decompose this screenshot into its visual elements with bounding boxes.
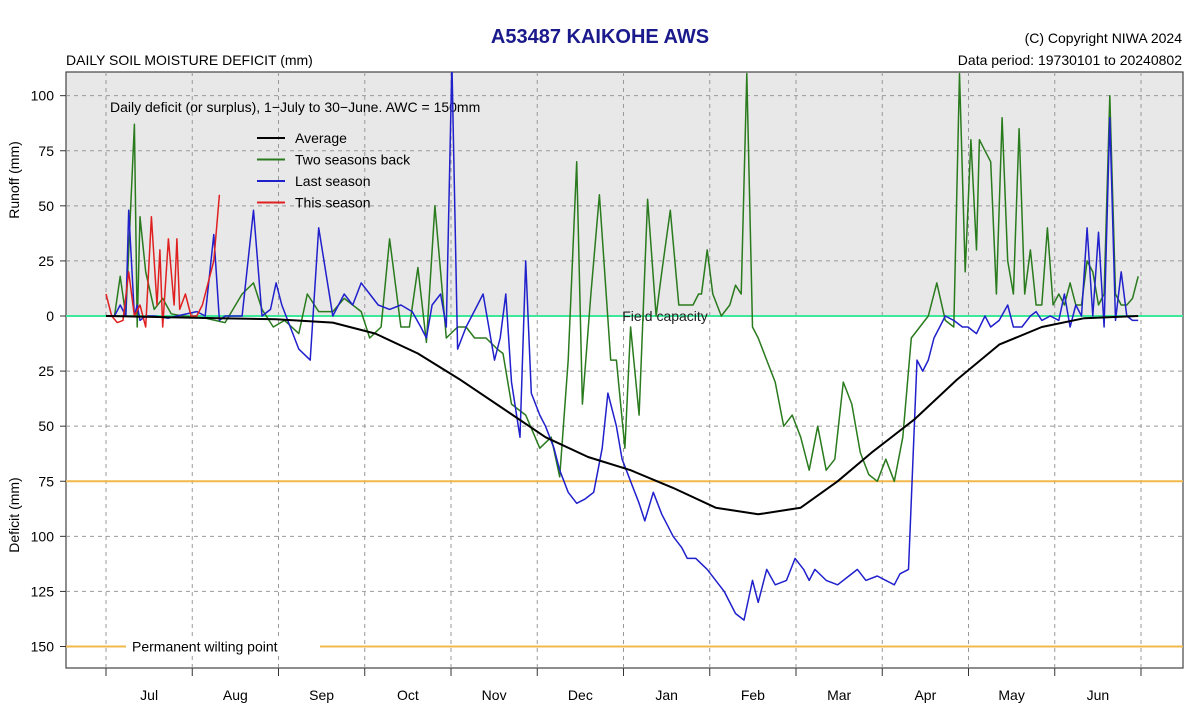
x-tick-label: Jun	[1087, 687, 1110, 703]
legend-label: Last season	[295, 173, 371, 189]
legend-label: Average	[295, 130, 347, 146]
y-tick-label: 100	[31, 88, 55, 104]
x-tick-label: Jul	[140, 687, 158, 703]
plot-frame	[65, 71, 1184, 669]
x-tick-label: Apr	[914, 687, 936, 703]
y-tick-label: 75	[38, 473, 54, 489]
x-tick-label: Dec	[568, 687, 593, 703]
y-axis-label: Deficit (mm)	[6, 477, 22, 552]
x-tick-label: Aug	[223, 687, 248, 703]
series-line-last-season	[106, 72, 1139, 621]
y-tick-label: 50	[38, 418, 54, 434]
copyright-note: (C) Copyright NIWA 2024	[1024, 30, 1182, 46]
y-tick-label: 75	[38, 143, 54, 159]
reference-label-bg	[126, 637, 320, 656]
reference-label: Field capacity	[622, 308, 708, 324]
y-tick-label: 100	[31, 528, 55, 544]
x-tick-label: Oct	[397, 687, 419, 703]
legend-label: Two seasons back	[295, 152, 411, 168]
chart-title: A53487 KAIKOHE AWS	[490, 26, 710, 48]
x-tick-label: Feb	[741, 687, 765, 703]
y-tick-label: 150	[31, 639, 55, 655]
legend-label: This season	[295, 195, 370, 211]
reference-label: Permanent wilting point	[132, 639, 278, 655]
x-tick-label: Sep	[309, 687, 334, 703]
x-tick-label: Nov	[482, 687, 507, 703]
y-axis-label: Runoff (mm)	[6, 141, 22, 219]
x-tick-label: May	[998, 687, 1024, 703]
data-period: Data period: 19730101 to 20240802	[957, 52, 1182, 68]
chart-subtitle: DAILY SOIL MOISTURE DEFICIT (mm)	[66, 52, 313, 68]
plot-area: Jul Aug Sep Oct Nov Dec Jan Feb Mar Apr May Jun 100 7…	[6, 71, 1184, 703]
y-tick-label: 25	[38, 363, 54, 379]
x-tick-label: Jan	[655, 687, 678, 703]
x-tick-label: Mar	[827, 687, 851, 703]
series-line-average	[105, 315, 1139, 516]
series-line-two-seasons-back	[106, 72, 1139, 483]
y-tick-label: 0	[46, 308, 54, 324]
series-line-this-season	[105, 194, 221, 328]
y-tick-label: 125	[31, 583, 55, 599]
y-tick-label: 50	[38, 198, 54, 214]
chart-note: Daily deficit (or surplus), 1−July to 30…	[110, 99, 480, 115]
y-tick-label: 25	[38, 253, 54, 269]
